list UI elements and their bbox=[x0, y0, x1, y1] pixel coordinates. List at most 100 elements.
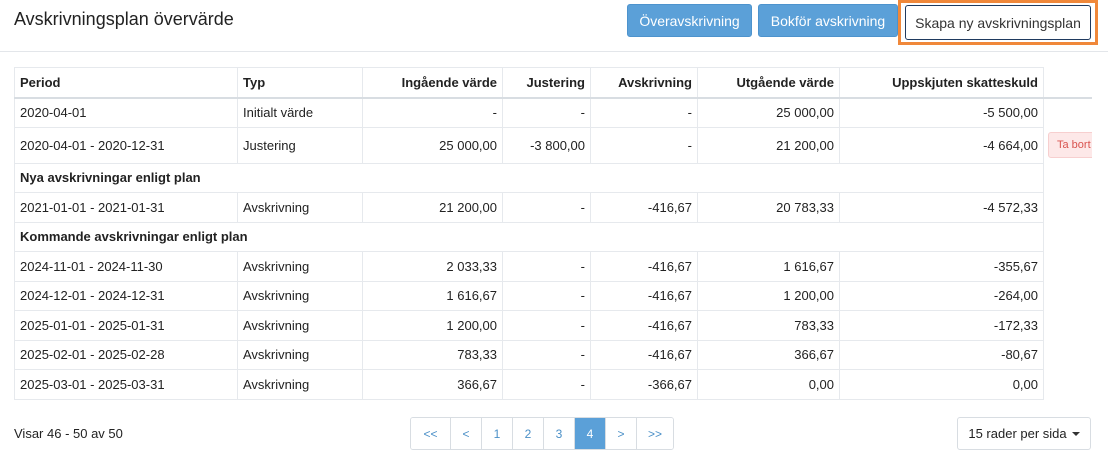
cell-actions bbox=[1044, 370, 1092, 400]
section-label-upcoming: Kommande avskrivningar enligt plan bbox=[14, 221, 1044, 252]
cell-justering: - bbox=[502, 369, 591, 400]
bokfor-avskrivning-button[interactable]: Bokför avskrivning bbox=[758, 4, 898, 37]
table-header-row: Period Typ Ingående värde Justering Avsk… bbox=[14, 67, 1092, 99]
highlight-frame: Skapa ny avskrivningsplan bbox=[898, 0, 1098, 45]
cell-typ: Avskrivning bbox=[237, 280, 363, 311]
cell-period: 2024-11-01 - 2024-11-30 bbox=[14, 251, 238, 282]
cell-typ: Avskrivning bbox=[237, 339, 363, 370]
page-button-4-active[interactable]: 4 bbox=[575, 418, 606, 449]
create-depreciation-plan-button[interactable]: Skapa ny avskrivningsplan bbox=[905, 5, 1091, 40]
cell-ingaende-varde: 1 616,67 bbox=[362, 280, 503, 311]
cell-period: 2021-01-01 - 2021-01-31 bbox=[14, 192, 238, 223]
column-header-uppskjuten-skatteskuld: Uppskjuten skatteskuld bbox=[839, 67, 1044, 99]
cell-justering: - bbox=[502, 280, 591, 311]
cell-actions: Ta bort bbox=[1044, 127, 1092, 163]
cell-utgaende-varde: 366,67 bbox=[697, 339, 840, 370]
cell-ingaende-varde: 783,33 bbox=[362, 339, 503, 370]
cell-utgaende-varde: 21 200,00 bbox=[697, 126, 840, 164]
cell-ingaende-varde: 25 000,00 bbox=[362, 126, 503, 164]
cell-avskrivning: - bbox=[590, 126, 698, 164]
cell-avskrivning: -366,67 bbox=[590, 369, 698, 400]
section-row-upcoming: Kommande avskrivningar enligt plan bbox=[14, 221, 1092, 252]
cell-uppskjuten-skatteskuld: -5 500,00 bbox=[839, 97, 1044, 128]
cell-actions bbox=[1044, 252, 1092, 282]
cell-actions bbox=[1044, 193, 1092, 223]
section-row-new: Nya avskrivningar enligt plan bbox=[14, 162, 1092, 193]
pagination: << < 1 2 3 4 > >> bbox=[410, 417, 674, 450]
table-row: 2025-01-01 - 2025-01-31 Avskrivning 1 20… bbox=[14, 310, 1092, 341]
table-row: 2020-04-01 - 2020-12-31 Justering 25 000… bbox=[14, 126, 1092, 164]
cell-ingaende-varde: - bbox=[362, 97, 503, 128]
page-header: Avskrivningsplan övervärde Överavskrivni… bbox=[0, 0, 1108, 52]
cell-actions bbox=[1044, 340, 1092, 370]
cell-avskrivning: -416,67 bbox=[590, 339, 698, 370]
cell-typ: Initialt värde bbox=[237, 97, 363, 128]
cell-avskrivning: -416,67 bbox=[590, 192, 698, 223]
cell-ingaende-varde: 366,67 bbox=[362, 369, 503, 400]
cell-ingaende-varde: 1 200,00 bbox=[362, 310, 503, 341]
last-page-button[interactable]: >> bbox=[637, 418, 673, 449]
table-row: 2025-02-01 - 2025-02-28 Avskrivning 783,… bbox=[14, 339, 1092, 370]
cell-period: 2025-02-01 - 2025-02-28 bbox=[14, 339, 238, 370]
cell-uppskjuten-skatteskuld: -264,00 bbox=[839, 280, 1044, 311]
section-label-new: Nya avskrivningar enligt plan bbox=[14, 162, 1044, 193]
table-row: 2021-01-01 - 2021-01-31 Avskrivning 21 2… bbox=[14, 192, 1092, 223]
cell-utgaende-varde: 1 616,67 bbox=[697, 251, 840, 282]
page-button-3[interactable]: 3 bbox=[544, 418, 575, 449]
cell-ingaende-varde: 21 200,00 bbox=[362, 192, 503, 223]
cell-justering: - bbox=[502, 192, 591, 223]
cell-actions bbox=[1044, 98, 1092, 128]
cell-typ: Justering bbox=[237, 126, 363, 164]
page-button-2[interactable]: 2 bbox=[513, 418, 544, 449]
cell-actions bbox=[1044, 163, 1092, 193]
cell-actions bbox=[1044, 311, 1092, 341]
rows-per-page-label: 15 rader per sida bbox=[968, 426, 1067, 441]
cell-uppskjuten-skatteskuld: -80,67 bbox=[839, 339, 1044, 370]
cell-ingaende-varde: 2 033,33 bbox=[362, 251, 503, 282]
cell-avskrivning: -416,67 bbox=[590, 251, 698, 282]
cell-uppskjuten-skatteskuld: -172,33 bbox=[839, 310, 1044, 341]
cell-utgaende-varde: 20 783,33 bbox=[697, 192, 840, 223]
depreciation-table: Period Typ Ingående värde Justering Avsk… bbox=[14, 67, 1092, 400]
cell-period: 2024-12-01 - 2024-12-31 bbox=[14, 280, 238, 311]
column-header-utgaende-varde: Utgående värde bbox=[697, 67, 840, 99]
rows-per-page-select[interactable]: 15 rader per sida bbox=[957, 417, 1091, 450]
cell-justering: - bbox=[502, 310, 591, 341]
next-page-button[interactable]: > bbox=[606, 418, 637, 449]
cell-typ: Avskrivning bbox=[237, 192, 363, 223]
cell-actions bbox=[1044, 281, 1092, 311]
column-header-avskrivning: Avskrivning bbox=[590, 67, 698, 99]
cell-actions bbox=[1044, 222, 1092, 252]
cell-justering: - bbox=[502, 251, 591, 282]
cell-utgaende-varde: 1 200,00 bbox=[697, 280, 840, 311]
delete-button[interactable]: Ta bort bbox=[1048, 132, 1092, 158]
table-row: 2025-03-01 - 2025-03-31 Avskrivning 366,… bbox=[14, 369, 1092, 400]
cell-avskrivning: -416,67 bbox=[590, 280, 698, 311]
column-header-actions bbox=[1043, 67, 1092, 99]
cell-typ: Avskrivning bbox=[237, 310, 363, 341]
cell-period: 2025-01-01 - 2025-01-31 bbox=[14, 310, 238, 341]
table-row: 2024-12-01 - 2024-12-31 Avskrivning 1 61… bbox=[14, 280, 1092, 311]
table-row: 2024-11-01 - 2024-11-30 Avskrivning 2 03… bbox=[14, 251, 1092, 282]
first-page-button[interactable]: << bbox=[411, 418, 451, 449]
column-header-typ: Typ bbox=[237, 67, 363, 99]
cell-uppskjuten-skatteskuld: -4 572,33 bbox=[839, 192, 1044, 223]
table-row: 2020-04-01 Initialt värde - - - 25 000,0… bbox=[14, 97, 1092, 128]
cell-typ: Avskrivning bbox=[237, 369, 363, 400]
previous-page-button[interactable]: < bbox=[451, 418, 482, 449]
caret-down-icon bbox=[1071, 431, 1080, 436]
column-header-justering: Justering bbox=[502, 67, 591, 99]
cell-typ: Avskrivning bbox=[237, 251, 363, 282]
cell-justering: - bbox=[502, 339, 591, 370]
cell-utgaende-varde: 0,00 bbox=[697, 369, 840, 400]
page-button-1[interactable]: 1 bbox=[482, 418, 513, 449]
cell-justering: - bbox=[502, 97, 591, 128]
column-header-ingaende-varde: Ingående värde bbox=[362, 67, 503, 99]
cell-period: 2020-04-01 bbox=[14, 97, 238, 128]
depreciation-table-container: Period Typ Ingående värde Justering Avsk… bbox=[14, 67, 1092, 400]
overavskrivning-button[interactable]: Överavskrivning bbox=[627, 4, 752, 37]
cell-uppskjuten-skatteskuld: 0,00 bbox=[839, 369, 1044, 400]
cell-avskrivning: - bbox=[590, 97, 698, 128]
column-header-period: Period bbox=[14, 67, 238, 99]
cell-period: 2025-03-01 - 2025-03-31 bbox=[14, 369, 238, 400]
